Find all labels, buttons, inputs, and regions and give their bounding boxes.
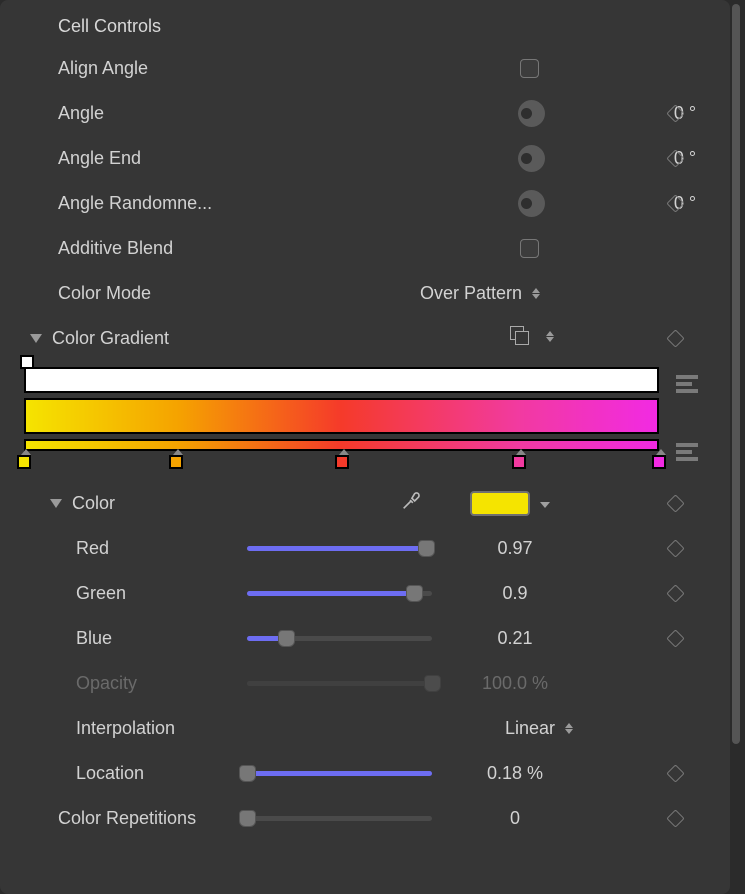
value-location[interactable]: 0.18 % [465,763,565,784]
param-angle: Angle 0 ° [0,91,730,136]
color-swatch[interactable] [470,491,530,516]
param-opacity: Opacity 100.0 % [0,661,730,706]
keyframe-location[interactable] [666,764,684,782]
eyedropper-icon[interactable] [400,490,422,517]
label-interpolation: Interpolation [76,718,175,739]
param-angle-end: Angle End 0 ° [0,136,730,181]
value-color-repetitions[interactable]: 0 [465,808,565,829]
label-opacity: Opacity [76,673,137,694]
section-title: Cell Controls [58,16,161,37]
label-color: Color [72,493,115,514]
label-angle-end: Angle End [58,148,141,169]
param-blue: Blue 0.21 [0,616,730,661]
value-angle-end[interactable]: 0 ° [640,148,730,169]
slider-blue[interactable] [247,629,432,649]
gradient-stop[interactable] [169,455,183,469]
gradient-stop[interactable] [17,455,31,469]
gradient-stops-row [24,453,659,473]
label-color-mode: Color Mode [58,283,151,304]
param-red: Red 0.97 [0,526,730,571]
param-color: Color [0,481,730,526]
param-color-gradient: Color Gradient [0,316,730,361]
label-blue: Blue [76,628,112,649]
keyframe-color-gradient[interactable] [666,329,684,347]
slider-location[interactable] [247,764,432,784]
value-green[interactable]: 0.9 [465,583,565,604]
gradient-stop[interactable] [335,455,349,469]
keyframe-red[interactable] [666,539,684,557]
value-angle-randomness[interactable]: 0 ° [640,193,730,214]
popup-color-mode[interactable]: Over Pattern [420,283,540,304]
inspector-panel: Cell Controls Align Angle Angle 0 ° Angl… [0,0,730,894]
param-align-angle: Align Angle [0,46,730,91]
value-opacity: 100.0 % [465,673,565,694]
keyframe-blue[interactable] [666,629,684,647]
value-angle[interactable]: 0 ° [640,103,730,124]
param-interpolation: Interpolation Linear [0,706,730,751]
scrollbar-thumb[interactable] [732,4,740,744]
label-red: Red [76,538,109,559]
color-spread-icon[interactable] [676,443,698,461]
keyframe-color[interactable] [666,494,684,512]
popup-interpolation[interactable]: Linear [505,718,573,739]
opacity-gradient-track[interactable] [24,367,659,393]
slider-color-repetitions[interactable] [247,809,432,829]
disclosure-triangle-icon[interactable] [30,334,42,343]
checkbox-additive-blend[interactable] [520,239,539,258]
label-location: Location [76,763,144,784]
param-green: Green 0.9 [0,571,730,616]
label-additive-blend: Additive Blend [58,238,173,259]
label-align-angle: Align Angle [58,58,148,79]
label-angle: Angle [58,103,104,124]
slider-red[interactable] [247,539,432,559]
color-gradient-track[interactable] [24,398,659,434]
dial-angle-randomness[interactable] [518,190,545,217]
param-angle-randomness: Angle Randomne... 0 ° [0,181,730,226]
chevron-down-icon[interactable] [540,502,550,508]
dial-angle-end[interactable] [518,145,545,172]
gradient-stop[interactable] [512,455,526,469]
label-green: Green [76,583,126,604]
param-color-repetitions: Color Repetitions 0 [0,796,730,841]
param-color-mode: Color Mode Over Pattern [0,271,730,316]
checkbox-align-angle[interactable] [520,59,539,78]
slider-opacity [247,674,432,694]
label-color-gradient: Color Gradient [52,328,169,349]
dial-angle[interactable] [518,100,545,127]
opacity-stop-handle[interactable] [20,355,34,369]
slider-green[interactable] [247,584,432,604]
keyframe-green[interactable] [666,584,684,602]
keyframe-color-repetitions[interactable] [666,809,684,827]
preset-icon [510,326,532,346]
value-blue[interactable]: 0.21 [465,628,565,649]
section-header-cell-controls: Cell Controls [0,6,730,46]
scrollbar[interactable] [732,0,743,894]
gradient-stop[interactable] [652,455,666,469]
param-location: Location 0.18 % [0,751,730,796]
disclosure-triangle-icon[interactable] [50,499,62,508]
opacity-spread-icon[interactable] [676,375,698,393]
param-additive-blend: Additive Blend [0,226,730,271]
label-angle-randomness: Angle Randomne... [58,193,212,214]
value-red[interactable]: 0.97 [465,538,565,559]
label-color-repetitions: Color Repetitions [58,808,196,829]
gradient-preset-popup[interactable] [510,326,554,351]
gradient-editor [0,361,730,481]
